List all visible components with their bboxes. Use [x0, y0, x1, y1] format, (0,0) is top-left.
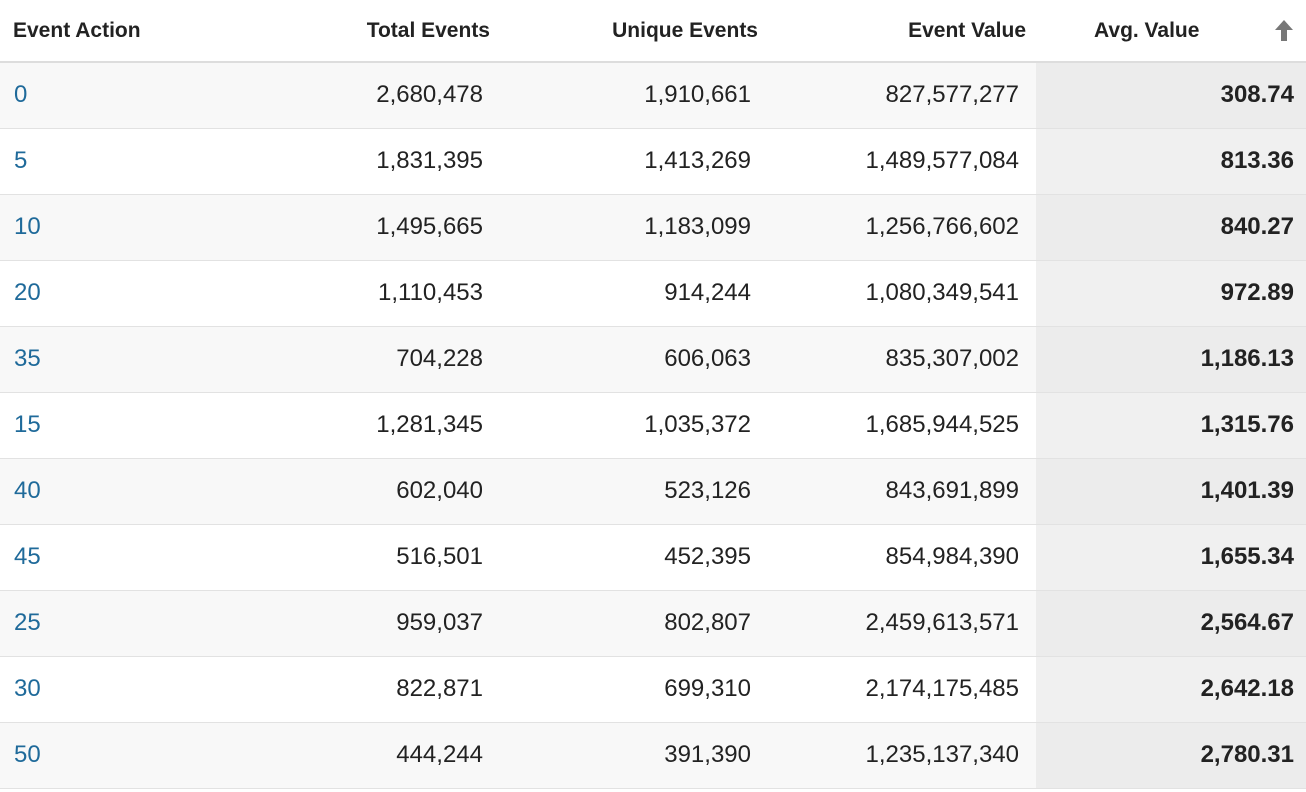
- event-value-cell: 843,691,899: [768, 458, 1036, 525]
- total-events-cell: 959,037: [226, 590, 500, 657]
- event-value-cell: 1,256,766,602: [768, 194, 1036, 261]
- total-events-cell: 822,871: [226, 656, 500, 723]
- avg-value-cell: 2,564.67: [1036, 590, 1306, 657]
- event-value-cell: 1,685,944,525: [768, 392, 1036, 459]
- header-row: Event Action Total Events Unique Events …: [0, 0, 1306, 63]
- unique-events-cell: 914,244: [500, 260, 768, 327]
- table-row: 35 704,228 606,063 835,307,002 1,186.13: [0, 326, 1306, 393]
- total-events-cell: 1,831,395: [226, 128, 500, 195]
- total-events-cell: 516,501: [226, 524, 500, 591]
- unique-events-cell: 1,183,099: [500, 194, 768, 261]
- table-row: 15 1,281,345 1,035,372 1,685,944,525 1,315.7…: [0, 392, 1306, 459]
- table-row: 20 1,110,453 914,244 1,080,349,541 972.89: [0, 260, 1306, 327]
- event-action-link[interactable]: 0: [14, 81, 28, 109]
- total-events-cell: 2,680,478: [226, 62, 500, 129]
- avg-value-cell: 813.36: [1036, 128, 1306, 195]
- total-events-cell: 704,228: [226, 326, 500, 393]
- total-events-cell: 444,244: [226, 722, 500, 789]
- avg-value-cell: 2,780.31: [1036, 722, 1306, 789]
- avg-value-cell: 972.89: [1036, 260, 1306, 327]
- event-action-link[interactable]: 35: [14, 345, 41, 372]
- event-action-cell: 50: [0, 722, 226, 789]
- event-action-link[interactable]: 40: [14, 477, 41, 504]
- event-action-link[interactable]: 25: [14, 609, 41, 636]
- header-total-events[interactable]: Total Events: [226, 0, 500, 63]
- table-row: 50 444,244 391,390 1,235,137,340 2,780.31: [0, 722, 1306, 789]
- table-row: 5 1,831,395 1,413,269 1,489,577,084 813.36: [0, 128, 1306, 195]
- unique-events-cell: 1,910,661: [500, 62, 768, 129]
- event-action-cell: 40: [0, 458, 226, 525]
- table-row: 45 516,501 452,395 854,984,390 1,655.34: [0, 524, 1306, 591]
- event-action-link[interactable]: 50: [14, 741, 41, 768]
- avg-value-cell: 1,655.34: [1036, 524, 1306, 591]
- unique-events-cell: 802,807: [500, 590, 768, 657]
- event-action-cell: 10: [0, 194, 226, 261]
- event-action-link[interactable]: 45: [14, 543, 41, 570]
- event-action-link[interactable]: 5: [14, 147, 28, 174]
- unique-events-cell: 1,413,269: [500, 128, 768, 195]
- unique-events-cell: 523,126: [500, 458, 768, 525]
- total-events-cell: 1,110,453: [226, 260, 500, 327]
- avg-value-cell: 1,186.13: [1036, 326, 1306, 393]
- event-action-cell: 20: [0, 260, 226, 327]
- table-row: 40 602,040 523,126 843,691,899 1,401.39: [0, 458, 1306, 525]
- table-row: 25 959,037 802,807 2,459,613,571 2,564.67: [0, 590, 1306, 657]
- avg-value-cell: 308.74: [1036, 62, 1306, 129]
- event-action-link[interactable]: 10: [14, 213, 41, 240]
- header-event-action[interactable]: Event Action: [0, 0, 226, 63]
- arrow-up-icon[interactable]: [1272, 17, 1296, 43]
- event-value-cell: 1,489,577,084: [768, 128, 1036, 195]
- table-row: 10 1,495,665 1,183,099 1,256,766,602 840.27: [0, 194, 1306, 261]
- event-action-link[interactable]: 20: [14, 279, 41, 306]
- event-action-cell: 45: [0, 524, 226, 591]
- header-event-value[interactable]: Event Value: [768, 0, 1036, 63]
- header-unique-events[interactable]: Unique Events: [500, 0, 768, 63]
- event-value-cell: 2,174,175,485: [768, 656, 1036, 723]
- unique-events-cell: 391,390: [500, 722, 768, 789]
- total-events-cell: 1,281,345: [226, 392, 500, 459]
- avg-value-cell: 1,315.76: [1036, 392, 1306, 459]
- avg-value-cell: 840.27: [1036, 194, 1306, 261]
- event-action-cell: 35: [0, 326, 226, 393]
- avg-value-cell: 1,401.39: [1036, 458, 1306, 525]
- unique-events-cell: 606,063: [500, 326, 768, 393]
- event-action-link[interactable]: 15: [14, 411, 41, 438]
- event-action-cell: 25: [0, 590, 226, 657]
- event-action-link[interactable]: 30: [14, 675, 41, 702]
- total-events-cell: 602,040: [226, 458, 500, 525]
- event-value-cell: 827,577,277: [768, 62, 1036, 129]
- table-body: 0 2,680,478 1,910,661 827,577,277 308.74 5 1,8…: [0, 62, 1306, 789]
- event-value-cell: 2,459,613,571: [768, 590, 1036, 657]
- total-events-cell: 1,495,665: [226, 194, 500, 261]
- unique-events-cell: 1,035,372: [500, 392, 768, 459]
- event-action-cell: 5: [0, 128, 226, 195]
- unique-events-cell: 452,395: [500, 524, 768, 591]
- event-value-cell: 835,307,002: [768, 326, 1036, 393]
- avg-value-cell: 2,642.18: [1036, 656, 1306, 723]
- unique-events-cell: 699,310: [500, 656, 768, 723]
- event-action-cell: 0: [0, 62, 226, 129]
- event-action-cell: 30: [0, 656, 226, 723]
- event-value-cell: 854,984,390: [768, 524, 1036, 591]
- event-value-cell: 1,235,137,340: [768, 722, 1036, 789]
- table-row: 0 2,680,478 1,910,661 827,577,277 308.74: [0, 62, 1306, 129]
- table-row: 30 822,871 699,310 2,174,175,485 2,642.18: [0, 656, 1306, 723]
- header-avg-value-label: Avg. Value: [1094, 18, 1200, 42]
- event-action-cell: 15: [0, 392, 226, 459]
- event-value-cell: 1,080,349,541: [768, 260, 1036, 327]
- header-avg-value[interactable]: Avg. Value: [1036, 0, 1306, 63]
